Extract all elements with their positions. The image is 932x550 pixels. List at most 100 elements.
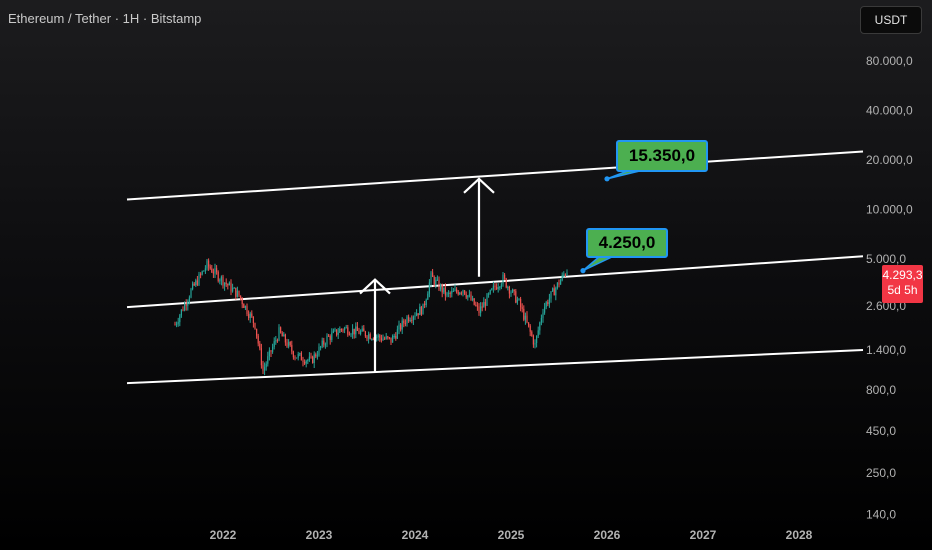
candle-body xyxy=(555,288,557,296)
candle-body xyxy=(553,288,555,296)
candle-body xyxy=(465,294,467,298)
candle-body xyxy=(398,324,400,330)
candle-body xyxy=(363,328,365,332)
price-axis-label: 1.400,0 xyxy=(866,343,906,357)
currency-button[interactable]: USDT xyxy=(860,6,922,34)
candle-body xyxy=(241,298,243,305)
time-axis-label: 2024 xyxy=(402,528,429,542)
candle-body xyxy=(187,301,189,306)
time-axis-label: 2026 xyxy=(594,528,621,542)
candle-body xyxy=(488,293,490,295)
arrow-head-2 xyxy=(463,177,495,194)
candle-body xyxy=(228,282,230,286)
candle-body xyxy=(281,332,283,337)
candle-body xyxy=(184,303,186,311)
candle-body xyxy=(406,316,408,324)
time-axis-label: 2022 xyxy=(210,528,237,542)
candle-body xyxy=(252,316,254,324)
candle-body xyxy=(300,353,302,361)
candle-body xyxy=(430,272,432,283)
channel-line-1 xyxy=(126,255,864,309)
candle-body xyxy=(366,336,368,339)
candle-body xyxy=(216,268,218,272)
candle-body xyxy=(446,292,448,296)
candle-body xyxy=(356,326,358,331)
time-axis-label: 2027 xyxy=(690,528,717,542)
candle-body xyxy=(520,298,522,308)
candle-body xyxy=(542,312,544,318)
candle-body xyxy=(456,289,458,292)
candle-body xyxy=(425,299,427,305)
price-axis-label: 800,0 xyxy=(866,383,896,397)
candle-body xyxy=(316,355,318,357)
price-axis-label: 10.000,0 xyxy=(866,202,913,216)
candle-body xyxy=(260,348,262,366)
candle-body xyxy=(312,356,314,364)
candle-body xyxy=(393,335,395,337)
candle-body xyxy=(262,365,264,371)
candle-body xyxy=(528,322,530,326)
candle-body xyxy=(478,306,480,313)
candle-body xyxy=(350,334,352,336)
candle-body xyxy=(396,329,398,339)
candle-body xyxy=(272,346,274,352)
candle-body xyxy=(497,287,499,290)
target-callout-lower[interactable]: 4.250,0 xyxy=(586,228,668,258)
candle-body xyxy=(257,335,259,344)
candle-body xyxy=(208,260,210,267)
candle-body xyxy=(480,306,482,313)
candle-body xyxy=(339,329,341,333)
candle-body xyxy=(270,350,272,352)
candle-body xyxy=(305,360,307,364)
last-price-badge: 4.293,3 5d 5h xyxy=(882,265,923,303)
candle-body xyxy=(481,306,483,308)
candle-body xyxy=(496,286,498,290)
candle-body xyxy=(558,282,560,285)
candle-body xyxy=(200,274,202,276)
candle-body xyxy=(278,327,280,341)
candle-body xyxy=(443,287,445,293)
candle-body xyxy=(180,309,182,316)
candle-body xyxy=(513,289,515,292)
candle-body xyxy=(217,271,219,281)
candle-body xyxy=(475,304,477,306)
candle-body xyxy=(361,328,363,332)
candle-body xyxy=(563,274,565,276)
candle-body xyxy=(289,342,291,346)
candle-body xyxy=(238,290,240,296)
candle-body xyxy=(288,342,290,347)
candle-body xyxy=(556,282,558,289)
candle-body xyxy=(348,334,350,336)
candle-body xyxy=(310,356,312,358)
candle-body xyxy=(502,274,504,285)
candle-body xyxy=(364,331,366,337)
candle-body xyxy=(203,270,205,272)
candle-body xyxy=(489,289,491,294)
candle-body xyxy=(547,302,549,305)
candle-body xyxy=(387,336,389,338)
candle-body xyxy=(428,282,430,294)
candle-body xyxy=(235,287,237,297)
candle-body xyxy=(462,290,464,293)
candle-body xyxy=(224,282,226,286)
candle-body xyxy=(440,285,442,290)
candle-body xyxy=(377,335,379,337)
candle-body xyxy=(251,313,253,317)
candle-body xyxy=(531,331,533,336)
candle-body xyxy=(244,305,246,308)
candle-body xyxy=(297,354,299,358)
price-axis-label: 250,0 xyxy=(866,466,896,480)
candle-body xyxy=(372,338,374,340)
candle-body xyxy=(360,331,362,334)
candle-body xyxy=(411,320,413,322)
candle-body xyxy=(523,308,525,320)
candle-body xyxy=(385,336,387,339)
candle-body xyxy=(368,334,370,339)
target-callout-upper[interactable]: 15.350,0 xyxy=(616,140,708,172)
candle-body xyxy=(380,337,382,341)
candle-body xyxy=(248,314,250,319)
candle-body xyxy=(268,350,270,357)
candle-body xyxy=(444,287,446,296)
